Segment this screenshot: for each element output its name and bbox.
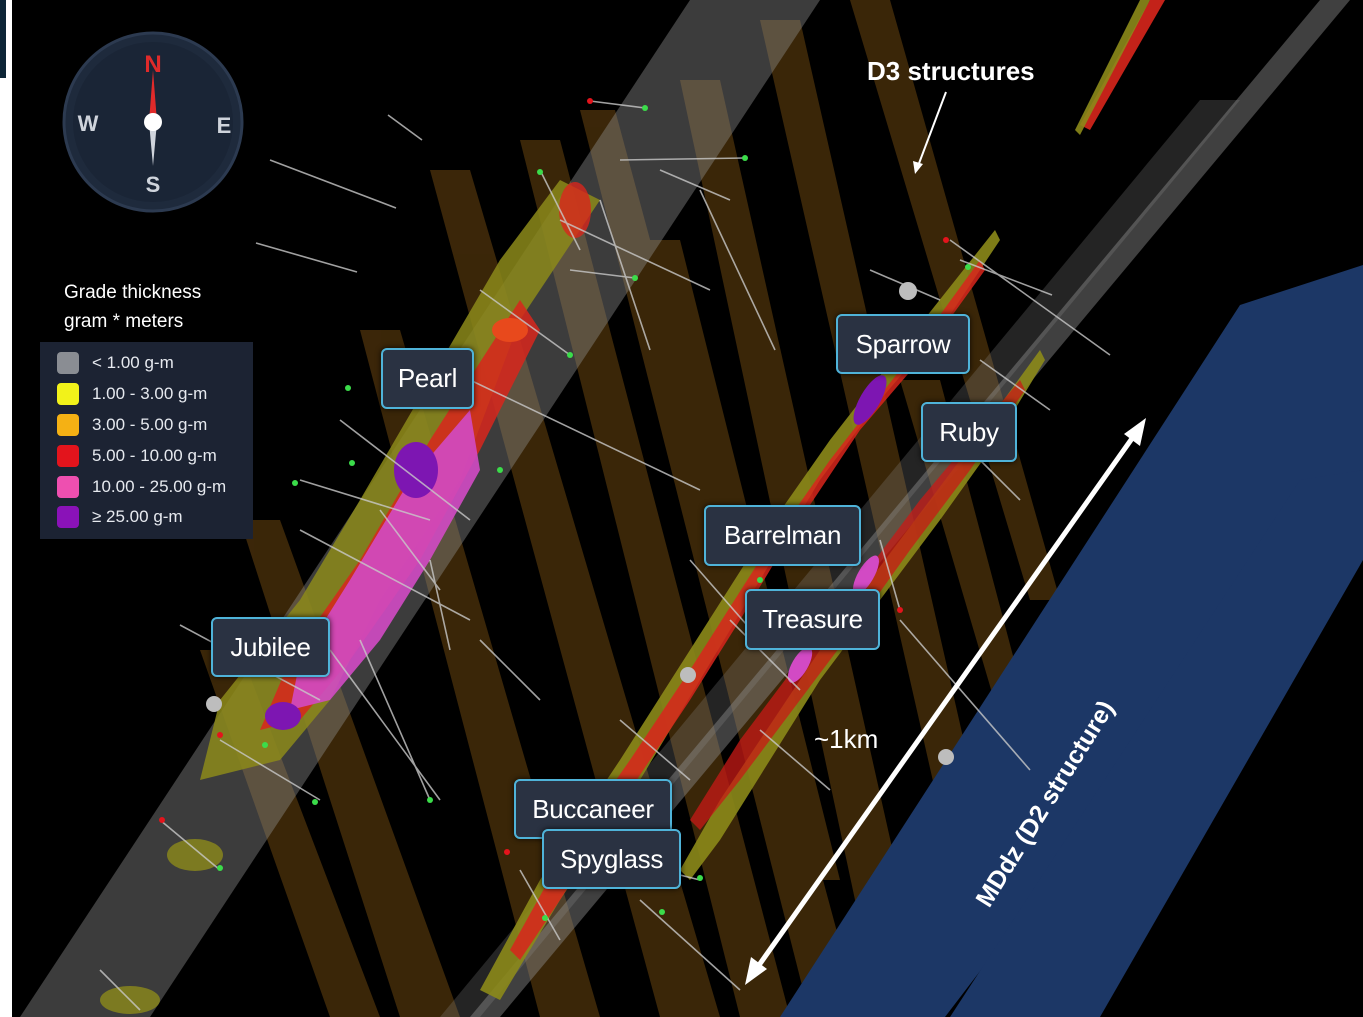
legend-label: 1.00 - 3.00 g-m <box>92 384 208 404</box>
legend-label: 5.00 - 10.00 g-m <box>92 445 217 465</box>
scale-label: ~1km <box>814 724 879 754</box>
legend-label: 10.00 - 25.00 g-m <box>92 476 227 496</box>
prospect-label-treasure[interactable]: Treasure <box>745 589 880 650</box>
drill-collars <box>159 98 971 921</box>
left-border <box>0 0 12 1017</box>
left-border-accent <box>0 0 6 78</box>
mddz-band <box>780 265 1363 1017</box>
scale-arrow <box>745 418 1146 985</box>
legend-swatch <box>57 506 79 529</box>
legend-row: ≥ 25.00 g-m <box>40 502 253 533</box>
legend-swatch <box>57 352 79 375</box>
compass-needle-south <box>149 122 157 166</box>
legend-label: ≥ 25.00 g-m <box>92 507 183 527</box>
prospect-label-spyglass[interactable]: Spyglass <box>542 829 681 889</box>
legend-row: 10.00 - 25.00 g-m <box>40 471 253 502</box>
compass-north-label: N <box>144 51 161 78</box>
prospect-label-pearl[interactable]: Pearl <box>381 348 474 409</box>
legend-row: 5.00 - 10.00 g-m <box>40 440 253 471</box>
legend-title-line1: Grade thickness <box>64 282 202 303</box>
prospect-label-ruby[interactable]: Ruby <box>921 402 1017 462</box>
legend-row: < 1.00 g-m <box>40 348 253 379</box>
prospect-label-barrelman[interactable]: Barrelman <box>704 505 861 566</box>
prospect-label-jubilee[interactable]: Jubilee <box>211 617 330 677</box>
legend-swatch <box>57 413 79 436</box>
legend-swatch <box>57 383 79 406</box>
compass-needle-north <box>149 70 157 122</box>
legend-box: < 1.00 g-m 1.00 - 3.00 g-m 3.00 - 5.00 g-m… <box>40 342 253 539</box>
legend-label: < 1.00 g-m <box>92 353 174 373</box>
prospect-label-sparrow[interactable]: Sparrow <box>836 314 970 374</box>
compass-west-label: W <box>78 111 99 136</box>
legend-swatch <box>57 475 79 498</box>
compass: N S W E <box>62 31 244 213</box>
legend-row: 1.00 - 3.00 g-m <box>40 379 253 410</box>
legend-title-line2: gram * meters <box>64 311 184 332</box>
legend-label: 3.00 - 5.00 g-m <box>92 414 208 434</box>
d3-arrow <box>913 91 947 174</box>
legend-row: 3.00 - 5.00 g-m <box>40 410 253 441</box>
compass-south-label: S <box>146 172 161 197</box>
d3-structures-label: D3 structures <box>867 56 1035 86</box>
legend-swatch <box>57 444 79 467</box>
grade-thickness-legend: Grade thickness gram * meters < 1.00 g-m… <box>40 278 255 539</box>
compass-east-label: E <box>217 113 232 138</box>
